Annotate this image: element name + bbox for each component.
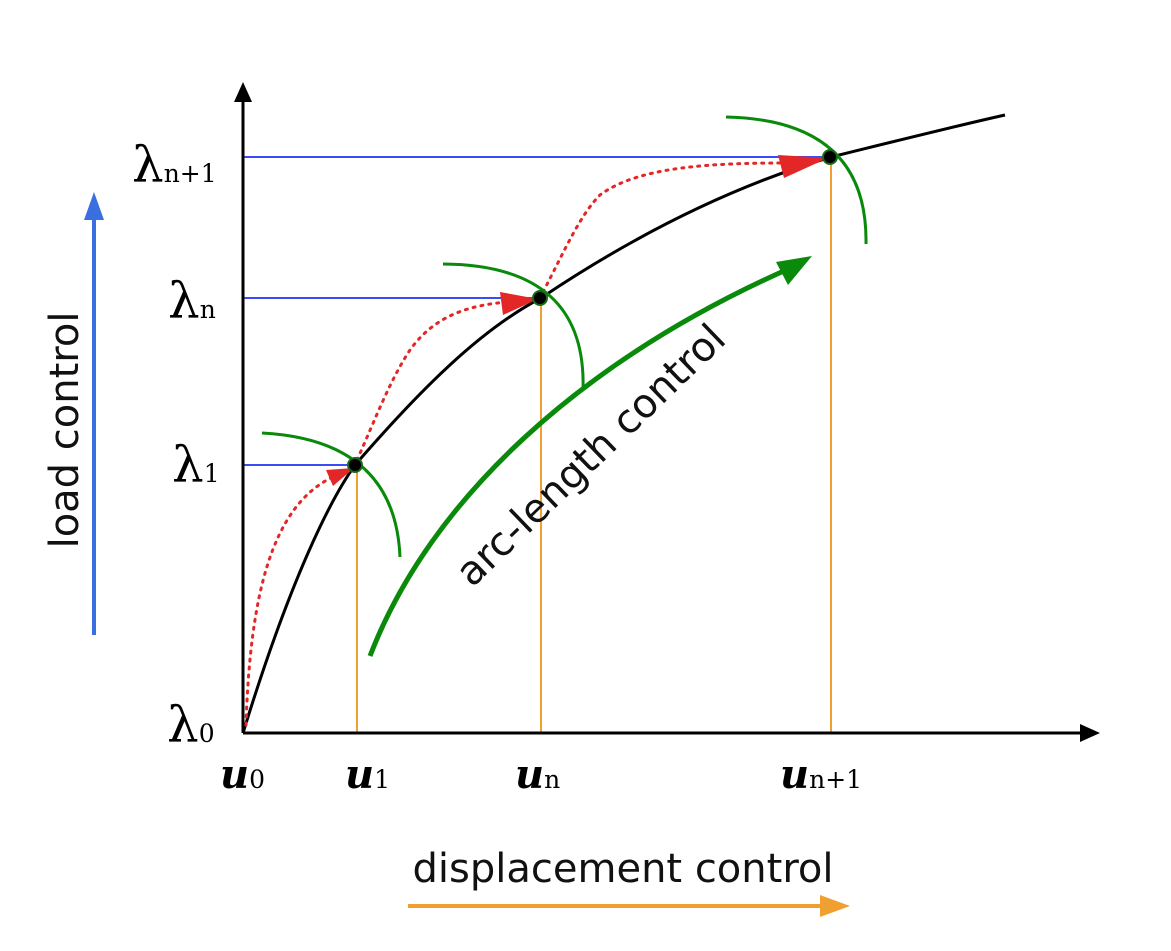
iteration-arrowhead-n — [500, 292, 538, 315]
iteration-arrowhead-n1 — [778, 155, 828, 178]
u-1-label: u1 — [345, 751, 390, 798]
load-control-arrowhead — [84, 192, 104, 220]
lambda-1-label: λ1 — [172, 436, 220, 494]
equilibrium-point-n — [532, 290, 548, 306]
iteration-path-n1 — [541, 161, 792, 294]
arc-length-arrowhead — [776, 256, 812, 285]
lambda-n-label: λn — [168, 272, 216, 330]
arc-length-arc-1 — [261, 431, 402, 558]
arc-length-arc-n — [442, 262, 585, 391]
lambda-0-label: λ0 — [167, 696, 215, 754]
equilibrium-point-n1 — [822, 149, 838, 165]
arc-length-control-label: arc-length control — [447, 316, 735, 596]
equilibrium-point-1 — [347, 457, 363, 473]
iteration-path-n — [355, 300, 510, 462]
iteration-arrowhead-1 — [326, 468, 354, 486]
arc-length-arrow-shaft — [367, 263, 797, 657]
u-0-label: u0 — [220, 751, 265, 798]
y-axis-arrowhead — [234, 82, 252, 102]
u-n-label: un — [515, 751, 560, 798]
displacement-control-arrowhead — [820, 895, 850, 917]
displacement-control-label: displacement control — [413, 846, 834, 892]
x-axis-arrowhead — [1080, 724, 1100, 742]
u-n1-label: un+1 — [780, 751, 862, 798]
lambda-n1-label: λn+1 — [132, 136, 217, 194]
arc-length-arc-n1 — [725, 115, 868, 245]
load-control-label: load control — [42, 312, 88, 549]
iteration-path-1 — [244, 474, 337, 727]
